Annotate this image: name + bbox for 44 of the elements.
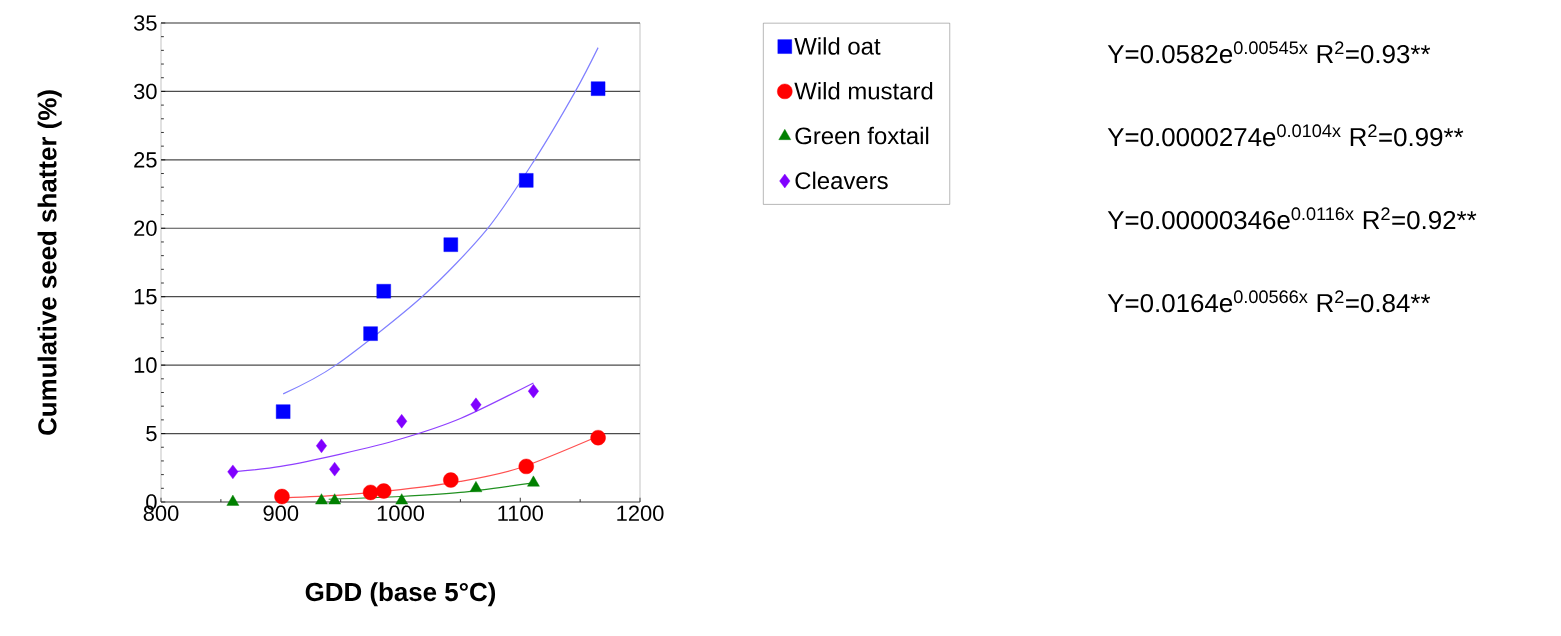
legend-label: Cleavers: [795, 171, 888, 190]
y-tick-label: 10: [134, 357, 157, 373]
y-tick-label: 30: [133, 83, 157, 100]
point: [395, 493, 408, 505]
text: Y=0.0000274e$^{0.0104x}$ R$^{2}$=0.99**: [1107, 124, 1464, 147]
x-tick-label: 1200: [617, 505, 664, 522]
point: [315, 493, 328, 505]
y-tick-label: 35: [133, 15, 157, 31]
point: [329, 461, 341, 477]
point: [363, 326, 378, 341]
point: [590, 429, 606, 446]
text: Y=0.0164e$^{0.00566x}$ R$^{2}$=0.84**: [1107, 290, 1431, 313]
y-tick-label: 5: [146, 425, 157, 442]
point: [443, 237, 458, 252]
point: [328, 493, 341, 505]
point: [519, 173, 534, 188]
legend-label: Wild mustard: [794, 81, 933, 100]
x-tick-label: 900: [263, 505, 299, 522]
point: [469, 481, 483, 492]
point: [518, 458, 534, 475]
point: [396, 414, 408, 429]
point: [226, 494, 240, 506]
legend-label: Wild oat: [794, 37, 881, 55]
y-tick-label: 15: [134, 289, 157, 305]
point: [275, 404, 291, 419]
text: Y=0.0582e$^{0.00545x}$ R$^{2}$=0.93**: [1107, 41, 1431, 64]
point: [590, 81, 606, 96]
point: [227, 464, 239, 480]
legend-label: Green foxtail: [795, 126, 929, 145]
text: Y=0.00000346e$^{0.0116x}$ R$^{2}$=0.92**: [1107, 207, 1477, 230]
point: [470, 397, 482, 412]
x-tick-label: 1000: [377, 505, 425, 522]
point: [274, 488, 290, 505]
x-tick-label: 1100: [498, 505, 543, 522]
y-axis-title: Cumulative seed shatter (%): [37, 90, 62, 435]
point: [527, 475, 540, 487]
point: [376, 284, 391, 299]
line-series: [282, 47, 599, 395]
y-tick-label: 25: [134, 152, 157, 168]
point: [376, 483, 392, 499]
point: [443, 472, 459, 488]
y-tick-label: 20: [134, 220, 157, 237]
x-axis-title: GDD (base 5°C): [305, 582, 496, 607]
point: [362, 484, 379, 501]
